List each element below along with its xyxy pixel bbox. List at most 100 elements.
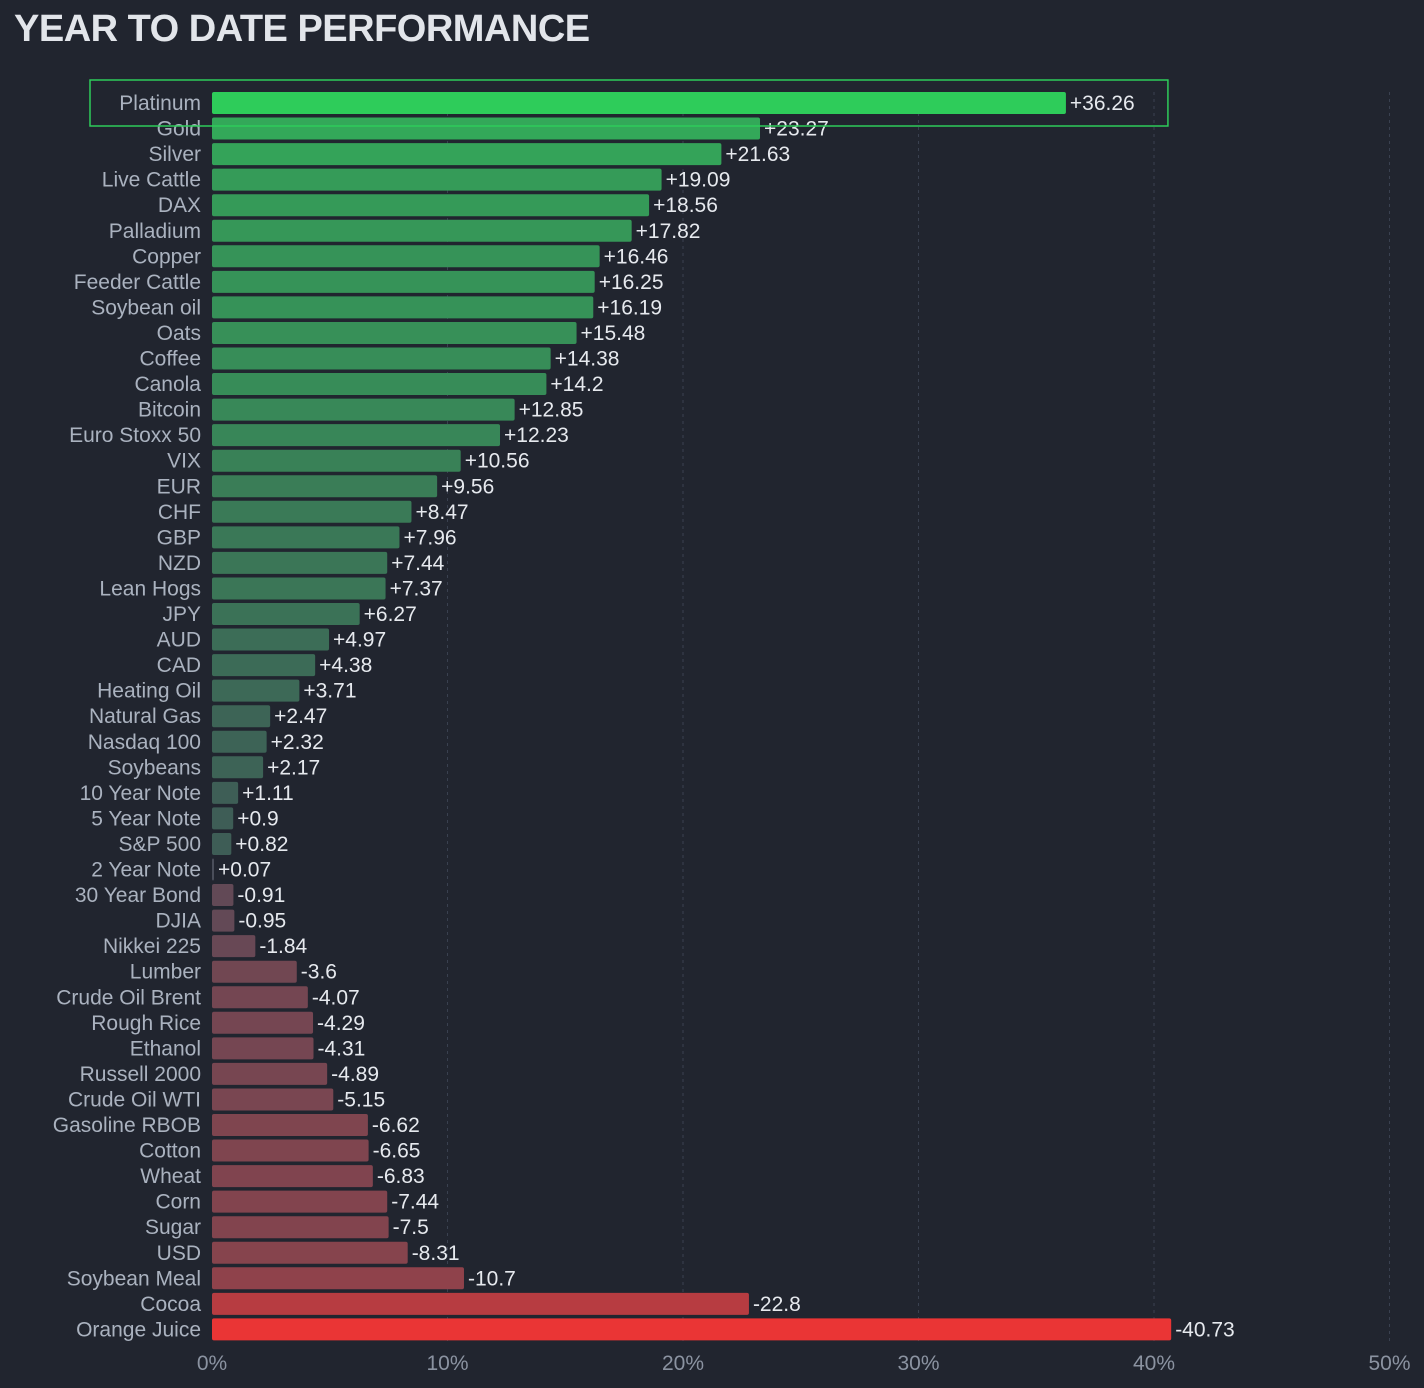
x-axis: 0% 10% 20% 30% 40% 50% bbox=[197, 1352, 1411, 1375]
bar bbox=[212, 1318, 1172, 1341]
value-label: +14.2 bbox=[550, 373, 603, 396]
value-label: +2.47 bbox=[274, 705, 327, 728]
x-tick-label: 50% bbox=[1368, 1352, 1410, 1375]
value-label: -7.44 bbox=[391, 1191, 439, 1214]
bar bbox=[212, 551, 388, 574]
category-label: Silver bbox=[148, 143, 201, 166]
bar bbox=[212, 1267, 464, 1290]
value-label: -4.89 bbox=[331, 1063, 379, 1086]
value-label: +1.11 bbox=[242, 782, 294, 805]
category-label: Ethanol bbox=[130, 1037, 201, 1060]
category-label: GBP bbox=[157, 526, 201, 549]
value-label: +7.96 bbox=[403, 526, 456, 549]
category-label: DAX bbox=[158, 194, 201, 217]
category-label: 5 Year Note bbox=[91, 807, 201, 830]
category-label: Soybean Meal bbox=[67, 1267, 201, 1290]
chart-title: YEAR TO DATE PERFORMANCE bbox=[14, 8, 590, 50]
category-label: Gold bbox=[157, 118, 201, 141]
value-label: +16.46 bbox=[604, 245, 669, 268]
bar bbox=[212, 526, 400, 549]
bar bbox=[212, 577, 386, 600]
bar bbox=[212, 475, 438, 498]
category-label: Rough Rice bbox=[91, 1012, 201, 1035]
bar bbox=[212, 756, 264, 779]
category-label: 2 Year Note bbox=[91, 859, 201, 882]
bar bbox=[212, 373, 547, 396]
category-label: USD bbox=[157, 1242, 201, 1265]
category-label: 10 Year Note bbox=[80, 782, 201, 805]
x-tick-label: 40% bbox=[1133, 1352, 1175, 1375]
category-label: Lumber bbox=[130, 961, 201, 984]
bar bbox=[212, 1216, 389, 1239]
highlight-box bbox=[89, 79, 1169, 127]
bar bbox=[212, 296, 594, 319]
value-label: -6.65 bbox=[373, 1140, 421, 1163]
category-label: Sugar bbox=[145, 1216, 201, 1239]
x-tick-label: 30% bbox=[897, 1352, 939, 1375]
category-label: Oats bbox=[157, 322, 201, 345]
value-label: +23.27 bbox=[764, 118, 829, 141]
bar bbox=[212, 117, 761, 140]
bar bbox=[212, 730, 267, 753]
value-label: +12.23 bbox=[504, 424, 569, 447]
category-label: Copper bbox=[132, 245, 201, 268]
category-label: CHF bbox=[158, 501, 201, 524]
bar bbox=[212, 194, 650, 217]
value-label: -40.73 bbox=[1175, 1318, 1235, 1341]
category-label: Crude Oil WTI bbox=[68, 1088, 201, 1111]
value-label: -22.8 bbox=[753, 1293, 801, 1316]
bar bbox=[212, 347, 551, 370]
x-tick-label: 20% bbox=[662, 1352, 704, 1375]
category-label: Natural Gas bbox=[89, 705, 201, 728]
grid-layer bbox=[447, 92, 1390, 1345]
value-label: +36.26 bbox=[1070, 92, 1135, 115]
bar bbox=[212, 858, 214, 881]
bar bbox=[212, 884, 234, 907]
value-label: +10.56 bbox=[465, 450, 530, 473]
category-label: AUD bbox=[157, 629, 201, 652]
category-label: Gasoline RBOB bbox=[53, 1114, 201, 1137]
category-label: Wheat bbox=[140, 1165, 201, 1188]
category-label: Lean Hogs bbox=[99, 577, 201, 600]
bar bbox=[212, 628, 330, 651]
category-label: Palladium bbox=[109, 220, 201, 243]
value-label: +0.9 bbox=[237, 807, 278, 830]
bar bbox=[212, 1165, 373, 1188]
value-label: -3.6 bbox=[301, 961, 337, 984]
bar bbox=[212, 500, 412, 523]
category-label: Cocoa bbox=[140, 1293, 201, 1316]
category-label: NZD bbox=[158, 552, 201, 575]
category-label: Corn bbox=[155, 1191, 201, 1214]
category-label: Canola bbox=[134, 373, 201, 396]
value-label: +8.47 bbox=[415, 501, 468, 524]
value-label: +3.71 bbox=[303, 680, 356, 703]
category-label: S&P 500 bbox=[118, 833, 201, 856]
bars-layer: Platinum +36.26 Gold +23.27 Silver +21.63 Live… bbox=[53, 79, 1235, 1341]
value-label: +4.97 bbox=[333, 629, 386, 652]
value-label: +0.07 bbox=[218, 859, 271, 882]
category-label: EUR bbox=[157, 475, 201, 498]
value-label: +7.37 bbox=[390, 577, 443, 600]
bar bbox=[212, 909, 235, 932]
bar bbox=[212, 935, 256, 958]
value-label: -1.84 bbox=[259, 935, 307, 958]
value-label: +19.09 bbox=[666, 169, 731, 192]
category-label: Euro Stoxx 50 bbox=[69, 424, 201, 447]
category-label: Russell 2000 bbox=[80, 1063, 201, 1086]
value-label: +0.82 bbox=[235, 833, 288, 856]
bar bbox=[212, 219, 632, 242]
bar bbox=[212, 143, 722, 166]
category-label: Orange Juice bbox=[76, 1318, 201, 1341]
bar bbox=[212, 960, 297, 983]
value-label: +6.27 bbox=[364, 603, 417, 626]
value-label: +12.85 bbox=[519, 399, 584, 422]
bar bbox=[212, 1011, 314, 1034]
bar bbox=[212, 1139, 369, 1162]
bar bbox=[212, 449, 461, 472]
value-label: +14.38 bbox=[555, 348, 620, 371]
value-label: -6.62 bbox=[372, 1114, 420, 1137]
bar bbox=[212, 168, 662, 191]
bar bbox=[212, 705, 271, 728]
bar bbox=[212, 1062, 328, 1085]
